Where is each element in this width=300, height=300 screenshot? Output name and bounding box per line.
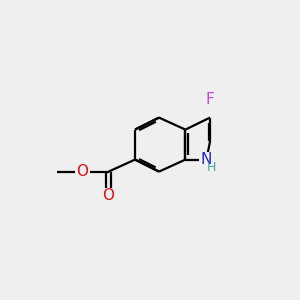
Text: O: O — [103, 188, 115, 203]
Bar — [199, 152, 214, 167]
Bar — [202, 92, 218, 107]
Bar — [101, 188, 116, 203]
Text: F: F — [206, 92, 214, 107]
Bar — [75, 164, 90, 179]
Text: O: O — [76, 164, 88, 179]
Text: H: H — [207, 160, 217, 174]
Text: N: N — [201, 152, 212, 167]
